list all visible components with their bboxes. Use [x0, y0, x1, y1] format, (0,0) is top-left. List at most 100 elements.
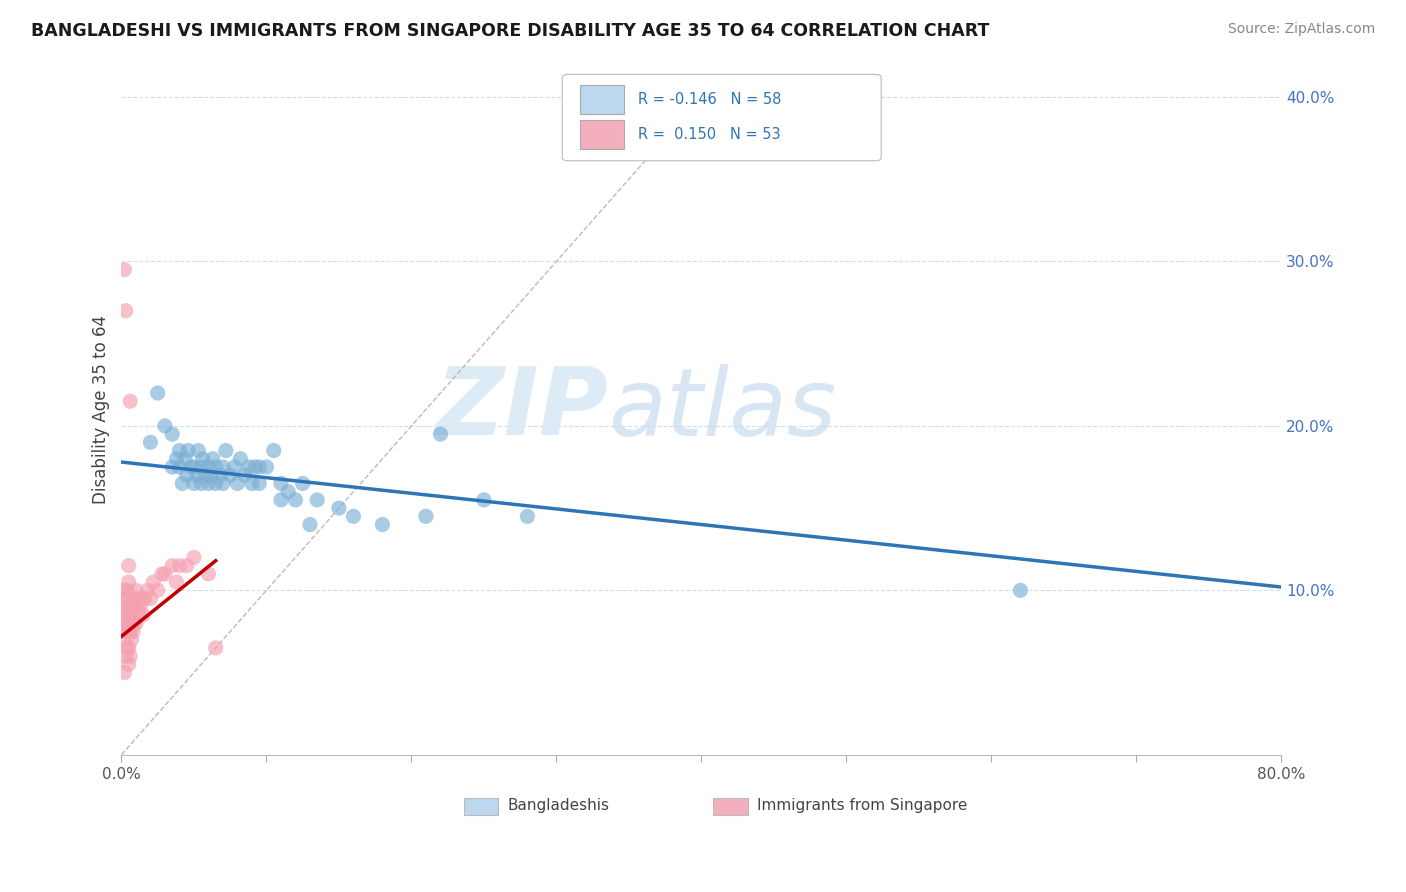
Point — [153, 566, 176, 581]
Point — [247, 476, 270, 491]
Point — [190, 460, 212, 475]
Point — [120, 649, 142, 664]
Point — [204, 640, 226, 655]
Point — [180, 460, 202, 475]
Point — [229, 451, 252, 466]
Point — [415, 509, 437, 524]
Point — [472, 492, 495, 507]
Point — [146, 583, 169, 598]
Point — [118, 575, 141, 590]
Point — [204, 476, 226, 491]
Point — [115, 583, 138, 598]
Point — [114, 607, 136, 622]
Point — [183, 460, 205, 475]
Point — [128, 607, 150, 622]
Point — [186, 468, 208, 483]
Point — [134, 591, 156, 606]
Point — [114, 624, 136, 639]
FancyBboxPatch shape — [562, 74, 882, 161]
FancyBboxPatch shape — [713, 797, 748, 815]
Point — [139, 435, 162, 450]
Point — [121, 632, 143, 647]
Point — [139, 591, 162, 606]
Point — [169, 460, 191, 475]
Point — [166, 575, 188, 590]
Point — [208, 468, 231, 483]
Point — [277, 484, 299, 499]
Point — [118, 591, 141, 606]
Point — [238, 460, 260, 475]
Point — [120, 607, 142, 622]
Text: R =  0.150   N = 53: R = 0.150 N = 53 — [638, 127, 780, 142]
Point — [114, 591, 136, 606]
Text: Source: ZipAtlas.com: Source: ZipAtlas.com — [1227, 22, 1375, 37]
Point — [115, 599, 138, 614]
Point — [270, 476, 292, 491]
Point — [212, 460, 235, 475]
Point — [122, 607, 145, 622]
Point — [129, 599, 152, 614]
Point — [187, 443, 209, 458]
Point — [233, 468, 256, 483]
Text: R = -0.146   N = 58: R = -0.146 N = 58 — [638, 93, 780, 107]
Point — [201, 451, 224, 466]
Point — [112, 632, 135, 647]
Point — [120, 394, 142, 409]
Point — [194, 468, 217, 483]
Point — [254, 460, 277, 475]
Point — [215, 443, 238, 458]
FancyBboxPatch shape — [579, 86, 624, 114]
Point — [125, 599, 148, 614]
Point — [112, 616, 135, 631]
Point — [197, 460, 219, 475]
Point — [132, 607, 155, 622]
Text: Immigrants from Singapore: Immigrants from Singapore — [756, 798, 967, 814]
Point — [197, 476, 219, 491]
Point — [240, 476, 263, 491]
Point — [121, 616, 143, 631]
Point — [122, 624, 145, 639]
Point — [183, 550, 205, 565]
Point — [118, 640, 141, 655]
Point — [342, 509, 364, 524]
Point — [516, 509, 538, 524]
Point — [120, 624, 142, 639]
Point — [190, 476, 212, 491]
Point — [191, 451, 214, 466]
Point — [160, 427, 183, 442]
Point — [128, 591, 150, 606]
Point — [307, 492, 329, 507]
Point — [219, 468, 242, 483]
Point — [1010, 583, 1032, 598]
Point — [291, 476, 314, 491]
Point — [176, 558, 198, 573]
Point — [118, 624, 141, 639]
Point — [247, 460, 270, 475]
Point — [142, 575, 165, 590]
Point — [212, 476, 235, 491]
Point — [204, 460, 226, 475]
Point — [125, 616, 148, 631]
Point — [183, 476, 205, 491]
Point — [226, 476, 249, 491]
Point — [153, 418, 176, 433]
Text: Bangladeshis: Bangladeshis — [508, 798, 610, 814]
Point — [284, 492, 307, 507]
Point — [112, 599, 135, 614]
Point — [172, 476, 194, 491]
Y-axis label: Disability Age 35 to 64: Disability Age 35 to 64 — [93, 315, 110, 504]
Point — [122, 591, 145, 606]
Point — [429, 427, 451, 442]
Point — [121, 599, 143, 614]
Point — [115, 640, 138, 655]
Point — [118, 607, 141, 622]
FancyBboxPatch shape — [464, 797, 499, 815]
Point — [118, 657, 141, 672]
Point — [150, 566, 173, 581]
Text: atlas: atlas — [609, 364, 837, 455]
Text: ZIP: ZIP — [436, 363, 609, 456]
FancyBboxPatch shape — [579, 120, 624, 149]
Point — [118, 558, 141, 573]
Point — [243, 460, 266, 475]
Point — [298, 517, 321, 532]
